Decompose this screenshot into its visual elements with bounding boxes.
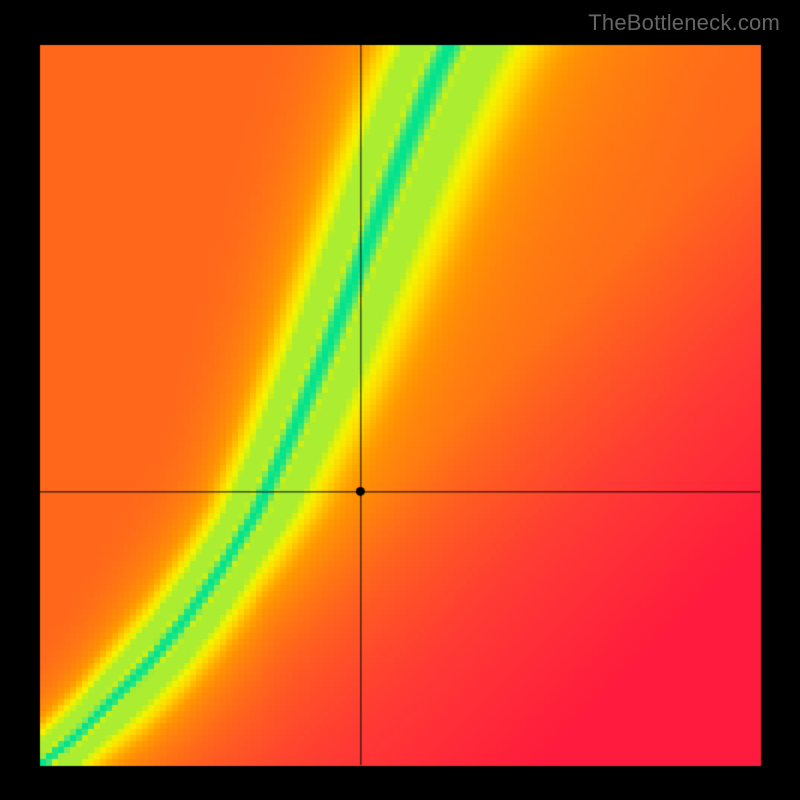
heatmap-canvas: [0, 0, 800, 800]
chart-container: TheBottleneck.com: [0, 0, 800, 800]
watermark-text: TheBottleneck.com: [588, 10, 780, 36]
